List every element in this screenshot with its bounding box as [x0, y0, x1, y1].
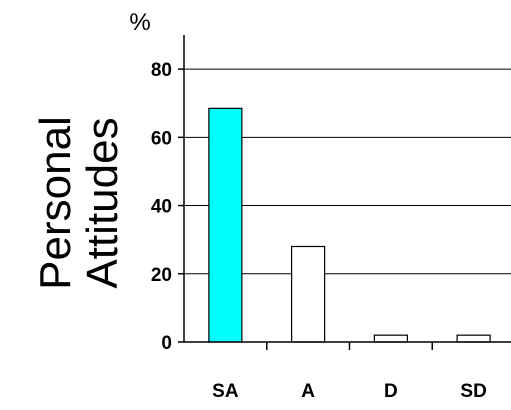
chart-title-line-2: Attitudes: [78, 117, 127, 288]
bar-d: [373, 334, 408, 343]
bar-sd: [456, 334, 491, 343]
y-tick-label: 40: [151, 197, 172, 218]
x-category-label: D: [384, 381, 398, 402]
bars: [208, 107, 491, 343]
y-tick-label: 20: [151, 265, 172, 286]
bar-sa: [208, 107, 243, 343]
x-category-labels: SA A D SD: [212, 381, 487, 402]
y-tick-label: 0: [161, 333, 172, 354]
x-category-label: A: [301, 381, 315, 402]
bar-a: [291, 245, 326, 343]
x-category-label: SA: [212, 381, 239, 402]
x-category-label: SD: [460, 381, 486, 402]
axes: [178, 35, 511, 350]
y-axis-unit-label: %: [129, 9, 150, 36]
y-tick-label: 60: [151, 128, 172, 149]
chart-title-line-1: Personal: [31, 116, 80, 290]
y-tick-labels: 0 20 40 60 80: [151, 60, 172, 354]
y-tick-label: 80: [151, 60, 172, 81]
